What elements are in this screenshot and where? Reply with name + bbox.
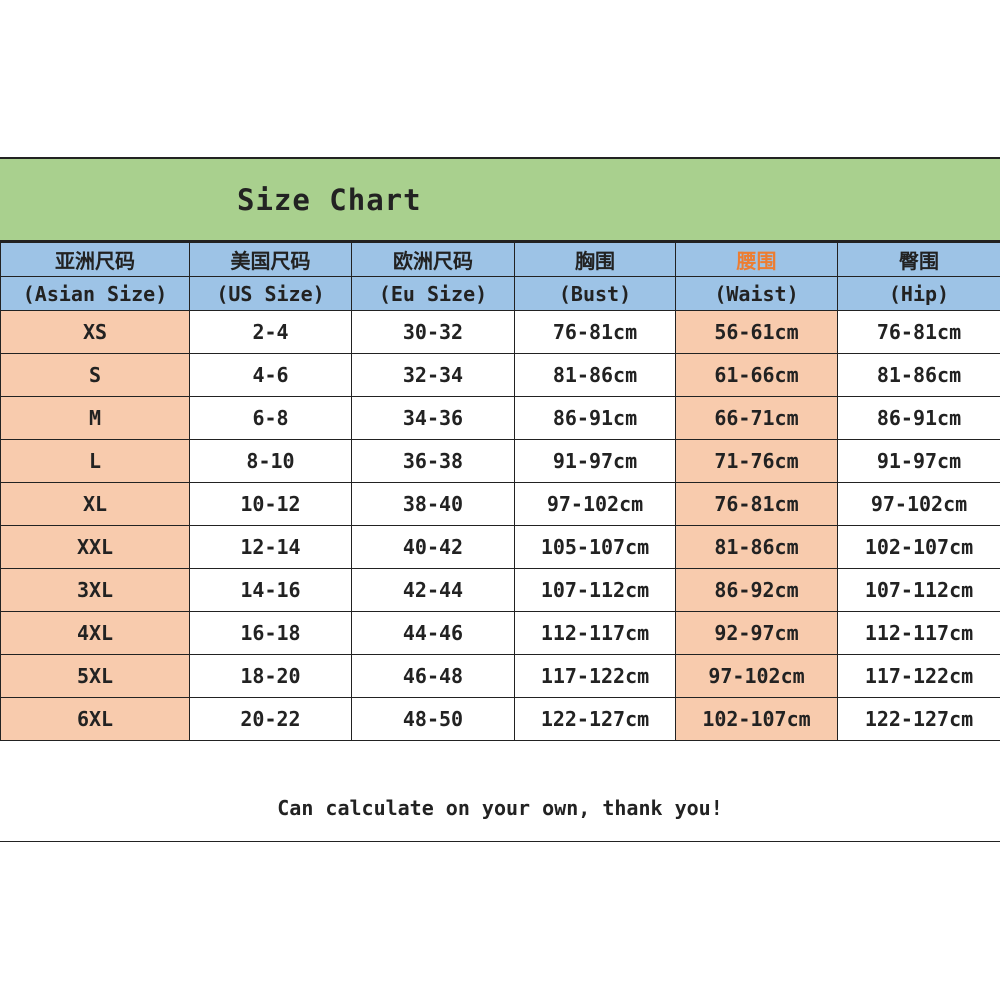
table-cell: 36-38 <box>351 439 515 483</box>
table-cell: 102-107cm <box>837 525 1000 569</box>
table-cell: 97-102cm <box>837 482 1000 526</box>
column-header-en: (Eu Size) <box>351 276 515 311</box>
column-header-cn: 美国尺码 <box>189 242 352 277</box>
table-cell: 6XL <box>0 697 190 741</box>
table-row: XS 2-4 30-32 76-81cm 56-61cm 76-81cm <box>0 310 1000 354</box>
table-cell: 34-36 <box>351 396 515 440</box>
table-cell: 112-117cm <box>514 611 676 655</box>
table-cell: 2-4 <box>189 310 352 354</box>
table-cell: 66-71cm <box>675 396 838 440</box>
table-cell: M <box>0 396 190 440</box>
table-cell: 86-92cm <box>675 568 838 612</box>
table-cell: 32-34 <box>351 353 515 397</box>
table-cell: 91-97cm <box>514 439 676 483</box>
table-cell: 12-14 <box>189 525 352 569</box>
column-header-cn: 亚洲尺码 <box>0 242 190 277</box>
table-cell: 122-127cm <box>837 697 1000 741</box>
table-cell: 42-44 <box>351 568 515 612</box>
table-cell: 102-107cm <box>675 697 838 741</box>
table-cell: 56-61cm <box>675 310 838 354</box>
table-cell: 30-32 <box>351 310 515 354</box>
title-row: Size Chart <box>0 159 1000 242</box>
table-cell: 117-122cm <box>837 654 1000 698</box>
table-row: 6XL 20-22 48-50 122-127cm 102-107cm 122-127cm <box>0 697 1000 741</box>
column-header-cn: 臀围 <box>837 242 1000 277</box>
column-header-en: (Asian Size) <box>0 276 190 311</box>
table-cell: 81-86cm <box>675 525 838 569</box>
table-cell: 91-97cm <box>837 439 1000 483</box>
footer-note: Can calculate on your own, thank you! <box>277 796 723 820</box>
table-cell: XS <box>0 310 190 354</box>
table-cell: 4XL <box>0 611 190 655</box>
table-cell: 76-81cm <box>514 310 676 354</box>
column-header-en: (Bust) <box>514 276 676 311</box>
table-cell: 20-22 <box>189 697 352 741</box>
table-cell: 5XL <box>0 654 190 698</box>
table-cell: XL <box>0 482 190 526</box>
size-chart: Size Chart 亚洲尺码 美国尺码 欧洲尺码 胸围 腰围 臀围 (Asian Size… <box>0 157 1000 842</box>
table-cell: 97-102cm <box>675 654 838 698</box>
size-table: 亚洲尺码 美国尺码 欧洲尺码 胸围 腰围 臀围 (Asian Size) (US Size)(… <box>0 242 1000 741</box>
header-row-cn: 亚洲尺码 美国尺码 欧洲尺码 胸围 腰围 臀围 <box>0 242 1000 277</box>
table-cell: XXL <box>0 525 190 569</box>
table-cell: 48-50 <box>351 697 515 741</box>
table-row: S 4-6 32-34 81-86cm 61-66cm 81-86cm <box>0 353 1000 397</box>
header-row-en: (Asian Size) (US Size) (Eu Size) (Bust) (Wai… <box>0 276 1000 311</box>
table-cell: 8-10 <box>189 439 352 483</box>
column-header-en: (Waist) <box>675 276 838 311</box>
table-cell: 105-107cm <box>514 525 676 569</box>
table-cell: 117-122cm <box>514 654 676 698</box>
table-cell: 6-8 <box>189 396 352 440</box>
table-cell: 107-112cm <box>837 568 1000 612</box>
chart-title: Size Chart <box>237 183 422 217</box>
table-cell: 71-76cm <box>675 439 838 483</box>
table-cell: 112-117cm <box>837 611 1000 655</box>
table-row: XXL 12-14 40-42 105-107cm 81-86cm 102-107cm <box>0 525 1000 569</box>
table-cell: 44-46 <box>351 611 515 655</box>
table-cell: 122-127cm <box>514 697 676 741</box>
table-cell: 14-16 <box>189 568 352 612</box>
table-row: 5XL 18-20 46-48 117-122cm 97-102cm 117-122cm <box>0 654 1000 698</box>
table-cell: 81-86cm <box>514 353 676 397</box>
table-cell: L <box>0 439 190 483</box>
table-cell: 86-91cm <box>514 396 676 440</box>
table-cell: 92-97cm <box>675 611 838 655</box>
table-cell: 76-81cm <box>837 310 1000 354</box>
table-cell: 76-81cm <box>675 482 838 526</box>
table-row: 3XL 14-16 42-44 107-112cm 86-92cm 107-112cm <box>0 568 1000 612</box>
column-header-cn: 欧洲尺码 <box>351 242 515 277</box>
column-header-en: (US Size) <box>189 276 352 311</box>
table-cell: S <box>0 353 190 397</box>
table-cell: 97-102cm <box>514 482 676 526</box>
footer: Can calculate on your own, thank you! <box>0 741 1000 842</box>
table-row: L 8-10 36-38 91-97cm 71-76cm 91-97cm <box>0 439 1000 483</box>
table-cell: 38-40 <box>351 482 515 526</box>
table-row: 4XL 16-18 44-46 112-117cm 92-97cm 112-117cm <box>0 611 1000 655</box>
column-header-cn: 胸围 <box>514 242 676 277</box>
table-cell: 46-48 <box>351 654 515 698</box>
table-row: M 6-8 34-36 86-91cm 66-71cm 86-91cm <box>0 396 1000 440</box>
column-header-cn: 腰围 <box>675 242 838 277</box>
table-cell: 81-86cm <box>837 353 1000 397</box>
table-cell: 16-18 <box>189 611 352 655</box>
table-cell: 61-66cm <box>675 353 838 397</box>
column-header-en: (Hip) <box>837 276 1000 311</box>
table-cell: 86-91cm <box>837 396 1000 440</box>
table-cell: 4-6 <box>189 353 352 397</box>
table-cell: 18-20 <box>189 654 352 698</box>
table-row: XL 10-12 38-40 97-102cm 76-81cm 97-102cm <box>0 482 1000 526</box>
table-cell: 40-42 <box>351 525 515 569</box>
table-cell: 10-12 <box>189 482 352 526</box>
table-cell: 3XL <box>0 568 190 612</box>
table-cell: 107-112cm <box>514 568 676 612</box>
